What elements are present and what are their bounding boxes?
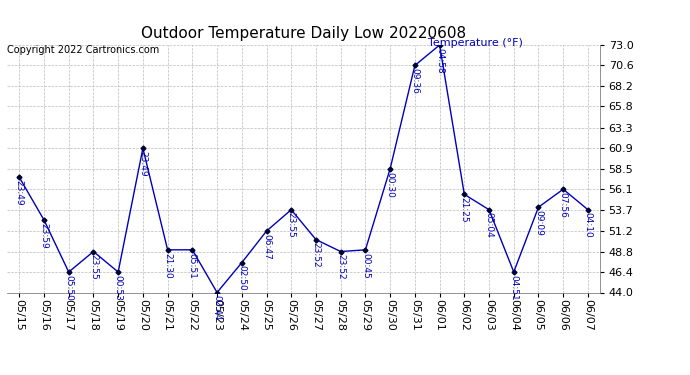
Text: 23:55: 23:55 — [287, 213, 296, 238]
Text: Outdoor Temperature Daily Low 20220608: Outdoor Temperature Daily Low 20220608 — [141, 26, 466, 41]
Text: 02:44: 02:44 — [213, 295, 221, 321]
Text: 23:52: 23:52 — [336, 254, 345, 280]
Text: 04:10: 04:10 — [584, 213, 593, 238]
Text: 05:50: 05:50 — [64, 275, 73, 301]
Text: Copyright 2022 Cartronics.com: Copyright 2022 Cartronics.com — [7, 45, 159, 55]
Text: 05:04: 05:04 — [484, 213, 493, 238]
Text: 07:56: 07:56 — [559, 192, 568, 218]
Text: 00:53: 00:53 — [114, 275, 123, 301]
Text: 04:58: 04:58 — [435, 48, 444, 74]
Text: 23:49: 23:49 — [14, 180, 23, 206]
Text: 00:30: 00:30 — [386, 171, 395, 197]
Text: 06:47: 06:47 — [262, 234, 271, 260]
Text: 23:49: 23:49 — [139, 151, 148, 177]
Text: 00:45: 00:45 — [361, 253, 370, 278]
Text: 23:55: 23:55 — [89, 254, 98, 280]
Text: 23:52: 23:52 — [311, 242, 320, 268]
Text: 05:51: 05:51 — [188, 253, 197, 279]
Text: 09:36: 09:36 — [411, 68, 420, 94]
Text: Temperature (°F): Temperature (°F) — [428, 38, 523, 48]
Text: 09:09: 09:09 — [534, 210, 543, 236]
Text: 02:50: 02:50 — [237, 266, 246, 291]
Text: 21:30: 21:30 — [163, 253, 172, 278]
Text: 23:59: 23:59 — [39, 223, 48, 249]
Text: 04:51: 04:51 — [509, 275, 518, 300]
Text: 21:25: 21:25 — [460, 197, 469, 223]
